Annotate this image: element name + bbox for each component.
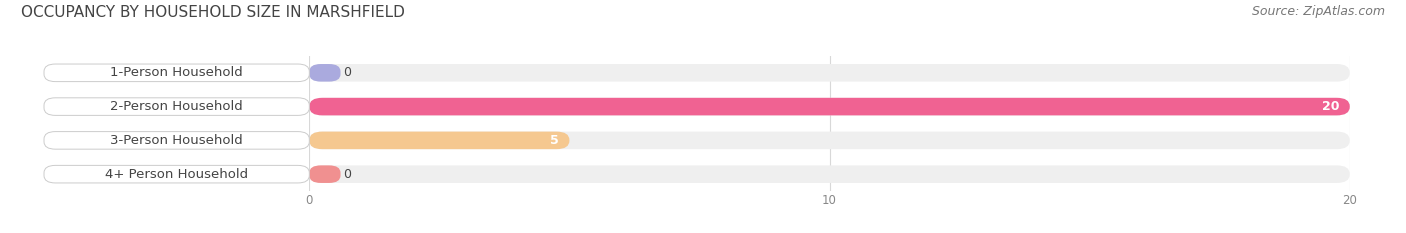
FancyBboxPatch shape: [309, 132, 1350, 149]
Text: 0: 0: [343, 66, 352, 79]
Text: 4+ Person Household: 4+ Person Household: [105, 168, 249, 181]
FancyBboxPatch shape: [309, 132, 569, 149]
FancyBboxPatch shape: [309, 64, 340, 82]
FancyBboxPatch shape: [309, 98, 1350, 115]
FancyBboxPatch shape: [44, 98, 309, 115]
Text: 2-Person Household: 2-Person Household: [110, 100, 243, 113]
FancyBboxPatch shape: [44, 64, 309, 82]
Text: 5: 5: [550, 134, 560, 147]
Text: 1-Person Household: 1-Person Household: [110, 66, 243, 79]
Text: 0: 0: [343, 168, 352, 181]
FancyBboxPatch shape: [44, 165, 309, 183]
FancyBboxPatch shape: [309, 98, 1350, 115]
Text: OCCUPANCY BY HOUSEHOLD SIZE IN MARSHFIELD: OCCUPANCY BY HOUSEHOLD SIZE IN MARSHFIEL…: [21, 5, 405, 20]
FancyBboxPatch shape: [44, 132, 309, 149]
FancyBboxPatch shape: [309, 165, 340, 183]
Text: Source: ZipAtlas.com: Source: ZipAtlas.com: [1251, 5, 1385, 18]
FancyBboxPatch shape: [309, 64, 1350, 82]
FancyBboxPatch shape: [309, 165, 1350, 183]
Text: 20: 20: [1322, 100, 1340, 113]
Text: 3-Person Household: 3-Person Household: [110, 134, 243, 147]
